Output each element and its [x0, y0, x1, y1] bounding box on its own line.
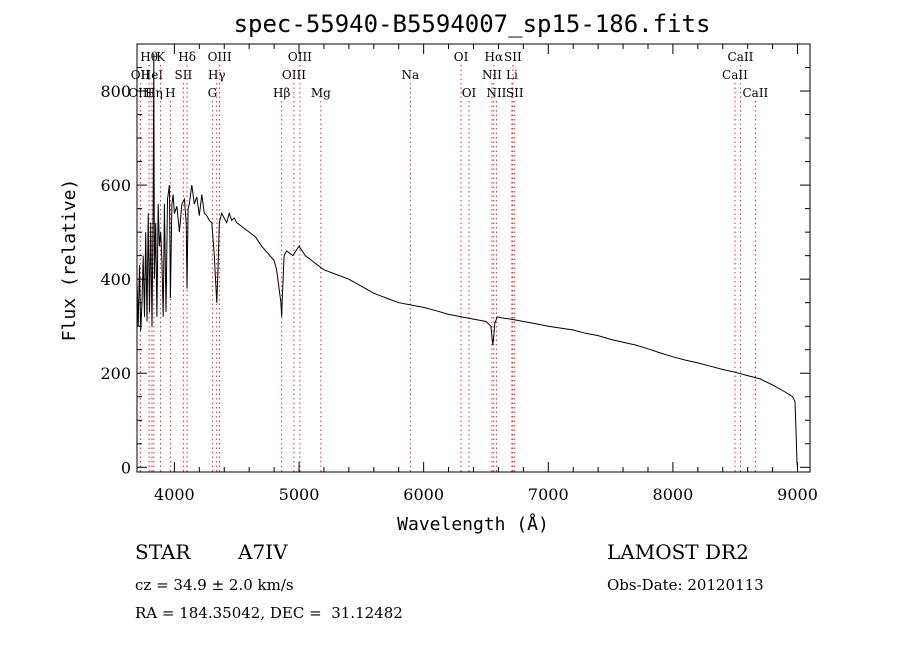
y-tick-label: 0 — [121, 458, 131, 477]
x-tick-label: 6000 — [403, 485, 444, 504]
line-marker-label: Hγ — [208, 68, 226, 82]
redshift-velocity: cz = 34.9 ± 2.0 km/s — [135, 576, 294, 594]
line-marker-label: CaII — [742, 86, 768, 100]
x-tick-label: 7000 — [528, 485, 569, 504]
chart-title: spec-55940-B5594007_sp15-186.fits — [234, 10, 711, 38]
line-marker-label: OIII — [282, 68, 306, 82]
x-tick-label: 8000 — [653, 485, 694, 504]
coordinates: RA = 184.35042, DEC = 31.12482 — [135, 604, 403, 622]
line-marker-label: OI — [454, 50, 469, 64]
line-marker-label: CaII — [722, 68, 748, 82]
line-marker-label: NII — [482, 68, 502, 82]
y-tick-label: 600 — [100, 176, 131, 195]
spectral-class: A7IV — [238, 540, 288, 564]
y-tick-label: 200 — [100, 364, 131, 383]
x-axis-label: Wavelength (Å) — [397, 513, 549, 535]
line-marker-label: OIII — [288, 50, 312, 64]
line-marker-label: CaII — [728, 50, 754, 64]
line-marker-label: SII — [504, 50, 522, 64]
line-marker-label: OIII — [128, 86, 152, 100]
observation-date: Obs-Date: 20120113 — [607, 576, 764, 594]
line-marker-label: Li — [506, 68, 518, 82]
line-marker-label: Na — [401, 68, 419, 82]
axis-ticks: 4000 5000 6000 7000 8000 9000 0 200 400 600 800 — [100, 44, 818, 504]
line-marker-label: Mg — [311, 86, 331, 100]
line-marker-label: K — [156, 50, 166, 64]
y-tick-label: 800 — [100, 82, 131, 101]
line-marker-label: NII — [486, 86, 506, 100]
line-marker-label: Hδ — [178, 50, 196, 64]
object-type: STAR — [135, 540, 191, 564]
x-tick-label: 4000 — [154, 485, 195, 504]
line-marker-label: H — [165, 86, 175, 100]
line-marker-label: SII — [506, 86, 524, 100]
plot-frame — [136, 43, 811, 473]
y-tick-label: 400 — [100, 270, 131, 289]
line-marker-label: Hα — [485, 50, 504, 64]
line-marker-label: SII — [175, 68, 193, 82]
y-axis-label: Flux (relative) — [59, 179, 80, 342]
line-marker-label: OI — [462, 86, 477, 100]
line-marker-label: OIII — [208, 50, 232, 64]
survey-name: LAMOST DR2 — [607, 540, 749, 564]
line-marker-label: Hβ — [273, 86, 290, 100]
spectrum-line — [136, 53, 798, 468]
line-marker-label: HeI — [141, 68, 164, 82]
x-tick-label: 5000 — [279, 485, 320, 504]
line-marker-label: G — [208, 86, 218, 100]
line-marker-label: OII — [131, 68, 151, 82]
x-tick-label: 9000 — [777, 485, 818, 504]
